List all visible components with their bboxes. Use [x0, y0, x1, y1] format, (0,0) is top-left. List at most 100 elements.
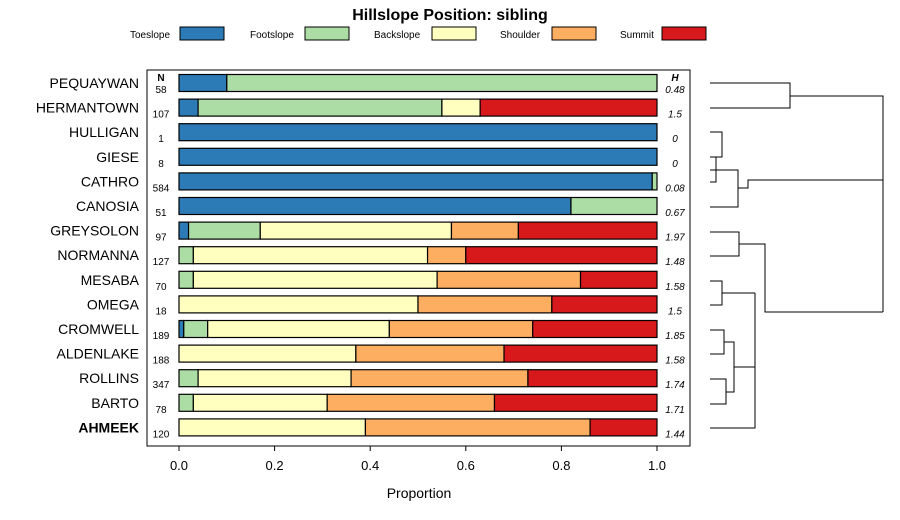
dendrogram-branch — [710, 82, 791, 109]
row-label: CROMWELL — [58, 321, 139, 337]
bar-segment — [579, 270, 658, 289]
n-value: 127 — [153, 257, 170, 268]
dendrogram-branch — [739, 243, 883, 313]
bar-segment — [551, 295, 658, 314]
h-value: 1.58 — [665, 356, 685, 367]
bar-segment — [178, 393, 194, 412]
x-axis-label: Proportion — [387, 485, 452, 501]
dendrogram-branch — [710, 169, 739, 208]
bar-segment — [178, 123, 658, 142]
dendrogram-branch — [790, 95, 884, 312]
h-header: H — [671, 73, 679, 84]
row-label: BARTO — [91, 395, 139, 411]
h-value: 0.67 — [665, 208, 685, 219]
x-axis: 0.0 0.2 0.4 0.6 0.8 1.0 — [170, 446, 666, 473]
h-value: 1.5 — [668, 306, 682, 317]
n-value: 1 — [158, 134, 164, 145]
row-label: HULLIGAN — [69, 124, 139, 140]
bar-segment — [178, 369, 199, 388]
row-label: PEQUAYWAN — [50, 75, 139, 91]
h-value: 1.85 — [665, 331, 685, 342]
h-value: 1.48 — [665, 257, 685, 268]
bar-segment — [178, 98, 199, 117]
bars-group — [178, 73, 658, 437]
h-value: 1.5 — [668, 110, 682, 121]
bar-segment — [178, 73, 228, 93]
legend-label: Summit — [620, 30, 654, 41]
legend-label: Toeslope — [130, 30, 170, 41]
bar-segment — [364, 418, 591, 437]
h-value: 0 — [672, 134, 678, 145]
row-label: GIESE — [96, 149, 139, 165]
x-tick-label: 0.2 — [266, 458, 284, 473]
n-value: 18 — [155, 306, 167, 317]
bar-segment — [589, 418, 658, 437]
h-value: 1.97 — [665, 233, 685, 244]
row-label: CATHRO — [81, 173, 139, 189]
bar-segment — [226, 73, 658, 93]
n-value: 584 — [153, 183, 170, 194]
n-value: 58 — [155, 85, 167, 96]
h-value: 1.44 — [665, 429, 685, 440]
bar-segment — [178, 418, 367, 437]
bar-segment — [355, 344, 505, 363]
n-value: 70 — [155, 282, 167, 293]
x-tick-label: 0.0 — [170, 458, 188, 473]
x-tick-label: 0.6 — [457, 458, 475, 473]
bar-segment — [192, 270, 438, 289]
bar-segment — [527, 369, 658, 388]
bar-segment — [479, 98, 658, 117]
dendrogram-branch — [738, 179, 883, 189]
bar-segment — [178, 196, 572, 216]
row-labels: PEQUAYWAN 58 0.48 HERMANTOWN 107 1.5 HULLIGAN 1… — [36, 75, 685, 440]
bar-segment — [517, 221, 658, 240]
n-value: 51 — [155, 208, 167, 219]
dendrogram-branch — [710, 280, 723, 306]
row-label: MESABA — [81, 272, 140, 288]
bar-segment — [178, 221, 190, 240]
bar-segment — [178, 147, 658, 166]
plot-frame — [146, 69, 691, 447]
h-value: 0.08 — [665, 183, 685, 194]
bar-segment — [450, 221, 519, 240]
bar-segment — [493, 393, 658, 412]
legend-swatch — [179, 26, 225, 41]
legend: Toeslope Footslope Backslope Shoulder Summit — [130, 26, 707, 41]
bar-segment — [426, 246, 467, 265]
x-tick-label: 1.0 — [648, 458, 666, 473]
bar-segment — [570, 196, 658, 216]
bar-segment — [350, 369, 529, 388]
bar-segment — [436, 270, 582, 289]
bar-segment — [178, 172, 653, 191]
bar-segment — [651, 172, 658, 191]
bar-segment — [326, 393, 496, 412]
row-label: ROLLINS — [79, 370, 139, 386]
h-value: 0.48 — [665, 85, 685, 96]
bar-segment — [183, 319, 209, 339]
row-label: OMEGA — [87, 296, 140, 312]
x-tick-label: 0.4 — [361, 458, 379, 473]
bar-segment — [465, 246, 658, 265]
chart-title: Hillslope Position: sibling — [352, 7, 548, 24]
legend-label: Footslope — [250, 30, 294, 41]
h-value: 1.74 — [665, 380, 685, 391]
dendrogram-branch — [710, 367, 756, 429]
bar-segment — [441, 98, 481, 117]
bar-segment — [178, 344, 357, 363]
dendrogram-branch — [710, 329, 725, 355]
h-value: 1.58 — [665, 282, 685, 293]
bar-segment — [192, 393, 328, 412]
n-value: 97 — [155, 233, 167, 244]
n-value: 188 — [153, 356, 170, 367]
n-value: 120 — [153, 429, 170, 440]
x-tick-label: 0.8 — [552, 458, 570, 473]
n-header: N — [157, 73, 164, 84]
row-label: CANOSIA — [76, 198, 140, 214]
bar-segment — [187, 221, 261, 240]
legend-swatch — [431, 26, 477, 41]
row-label: HERMANTOWN — [36, 100, 139, 116]
dendrogram-branch — [710, 378, 727, 405]
bar-segment — [207, 319, 390, 339]
bar-segment — [532, 319, 658, 339]
